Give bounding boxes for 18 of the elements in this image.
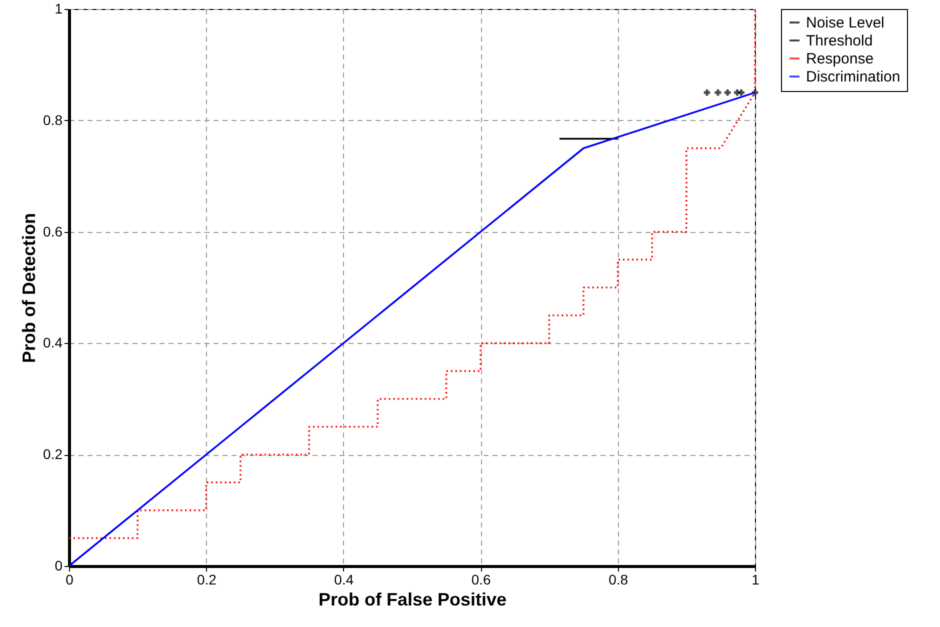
y-tick-label: 0.8	[43, 112, 63, 128]
y-tick-label: 1	[54, 0, 63, 16]
legend-label: Threshold	[806, 32, 873, 50]
x-tick-label: 0	[66, 572, 74, 588]
x-tick-label: 1	[752, 572, 760, 588]
legend-label: Noise Level	[806, 14, 884, 32]
x-tick-label: 0.8	[608, 572, 628, 588]
legend-label: Discrimination	[806, 68, 900, 86]
x-tick-label: 0.4	[334, 572, 354, 588]
x-tick-label: 0.6	[471, 572, 492, 588]
y-tick-label: 0	[54, 558, 63, 574]
x-tick-label: 0.2	[196, 572, 217, 588]
x-axis-title: Prob of False Positive	[318, 590, 507, 610]
legend-label: Response	[806, 50, 874, 68]
y-tick-label: 0.6	[43, 223, 63, 240]
y-tick-label: 0.2	[43, 446, 63, 462]
y-tick-label: 0.4	[43, 334, 63, 351]
y-axis-title: Prob of Detection	[19, 212, 40, 364]
